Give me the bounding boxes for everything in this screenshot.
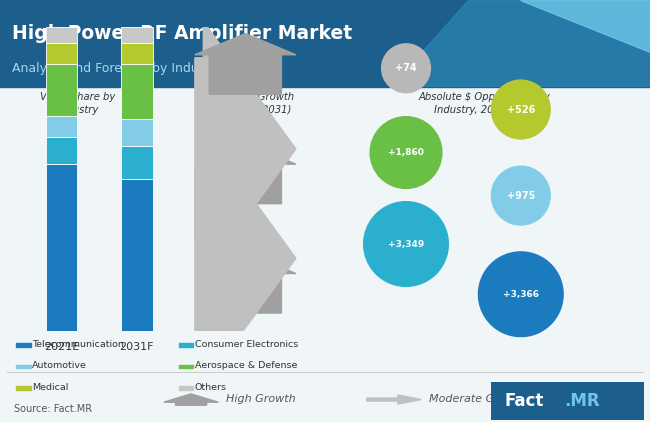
Bar (16, 343, 31, 347)
Text: Consumer Electronics: Consumer Electronics (195, 340, 298, 349)
Bar (121, 64, 153, 119)
Bar (46, 137, 77, 164)
Polygon shape (390, 0, 650, 87)
Polygon shape (367, 395, 421, 404)
Text: Value Share by
Industry: Value Share by Industry (40, 92, 116, 115)
Text: Fact: Fact (504, 392, 544, 410)
Bar (16, 387, 31, 390)
Circle shape (382, 44, 430, 93)
Circle shape (478, 252, 563, 337)
Text: +526: +526 (506, 105, 535, 114)
Text: Analysis and Forecast by Industry: Analysis and Forecast by Industry (12, 62, 222, 75)
Circle shape (364, 202, 448, 287)
Bar (179, 387, 193, 390)
Text: 2021E: 2021E (44, 342, 79, 352)
Text: Moderate Growth: Moderate Growth (429, 394, 526, 404)
Polygon shape (195, 33, 296, 94)
Text: +975: +975 (506, 191, 535, 200)
Polygon shape (195, 22, 296, 276)
Text: Source: Fact.MR: Source: Fact.MR (14, 404, 92, 414)
Text: Medical: Medical (32, 383, 69, 392)
Text: High Power RF Amplifier Market: High Power RF Amplifier Market (12, 24, 352, 43)
Bar (46, 164, 77, 331)
Bar (121, 43, 153, 64)
Bar (16, 365, 31, 368)
Text: 2031F: 2031F (120, 342, 154, 352)
Bar (46, 43, 77, 64)
Circle shape (370, 116, 442, 188)
Bar (121, 179, 153, 331)
Bar (121, 146, 153, 179)
Bar (46, 27, 77, 43)
Text: Telecommunication: Telecommunication (32, 340, 124, 349)
Text: +3,366: +3,366 (503, 290, 539, 299)
Bar (121, 119, 153, 146)
Text: Automotive: Automotive (32, 361, 87, 371)
Text: +3,349: +3,349 (388, 240, 424, 249)
Text: .MR: .MR (565, 392, 600, 410)
Bar (46, 116, 77, 137)
Polygon shape (195, 143, 296, 204)
Text: Others: Others (195, 383, 227, 392)
Circle shape (491, 80, 550, 139)
Polygon shape (195, 131, 296, 386)
Bar (179, 365, 193, 368)
Bar (46, 64, 77, 116)
Text: Absolute $ Opportunity by
Industry, 2021-2031: Absolute $ Opportunity by Industry, 2021… (419, 92, 550, 115)
Text: +1,860: +1,860 (388, 148, 424, 157)
Polygon shape (195, 252, 296, 313)
Bar (179, 343, 193, 347)
Polygon shape (164, 394, 218, 405)
Polygon shape (520, 0, 650, 52)
Bar (121, 27, 153, 43)
Text: CAGR Growth
(2021-2031): CAGR Growth (2021-2031) (226, 92, 294, 115)
Text: +74: +74 (395, 63, 417, 73)
Text: High Growth: High Growth (226, 394, 296, 404)
Text: Aerospace & Defense: Aerospace & Defense (195, 361, 297, 371)
Circle shape (491, 166, 550, 225)
